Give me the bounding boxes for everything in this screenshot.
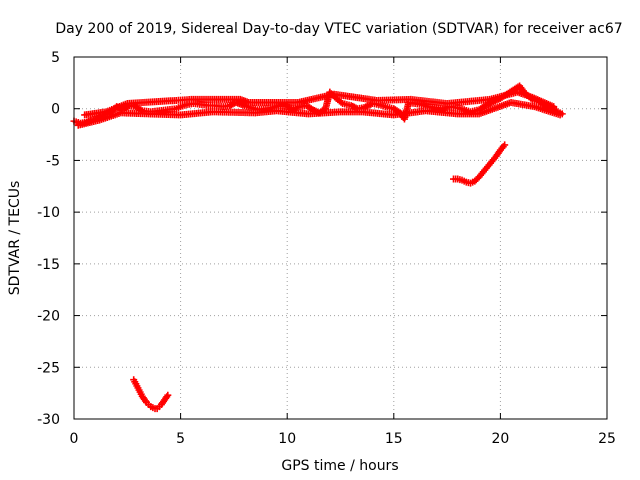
y-tick-label: -20 [37,309,60,325]
y-axis-label: SDTVAR / TECUs [7,181,23,296]
x-tick-label: 5 [176,431,185,447]
data-point [501,141,509,149]
x-tick-label: 20 [491,431,509,447]
chart-title: Day 200 of 2019, Sidereal Day-to-day VTE… [55,21,622,37]
x-tick-label: 0 [70,431,79,447]
series-morning-arc [130,376,172,413]
x-tick-label: 25 [598,431,616,447]
data-point [164,391,172,399]
y-tick-label: 0 [51,102,60,118]
x-tick-label: 15 [385,431,403,447]
y-tick-label: 5 [51,50,60,66]
y-tick-label: -30 [37,412,60,428]
data-point [556,111,564,119]
series-evening-arc [449,141,509,187]
plot-frame [73,56,608,420]
data-points [70,82,566,413]
data-point [550,103,558,111]
x-tick-label: 10 [278,431,296,447]
y-tick-label: -25 [37,360,60,376]
y-tick-label: -5 [46,153,60,169]
y-tick-label: -15 [37,257,60,273]
axis-ticks: 0 5 10 15 20 25 5 0 -5 -10 -15 -20 -25 -30 [37,50,616,447]
series-band-upper-edge [81,88,558,119]
y-tick-label: -10 [37,205,60,221]
series-band-lower-edge [74,99,564,129]
grid-lines [74,57,607,419]
x-axis-label: GPS time / hours [281,458,398,474]
